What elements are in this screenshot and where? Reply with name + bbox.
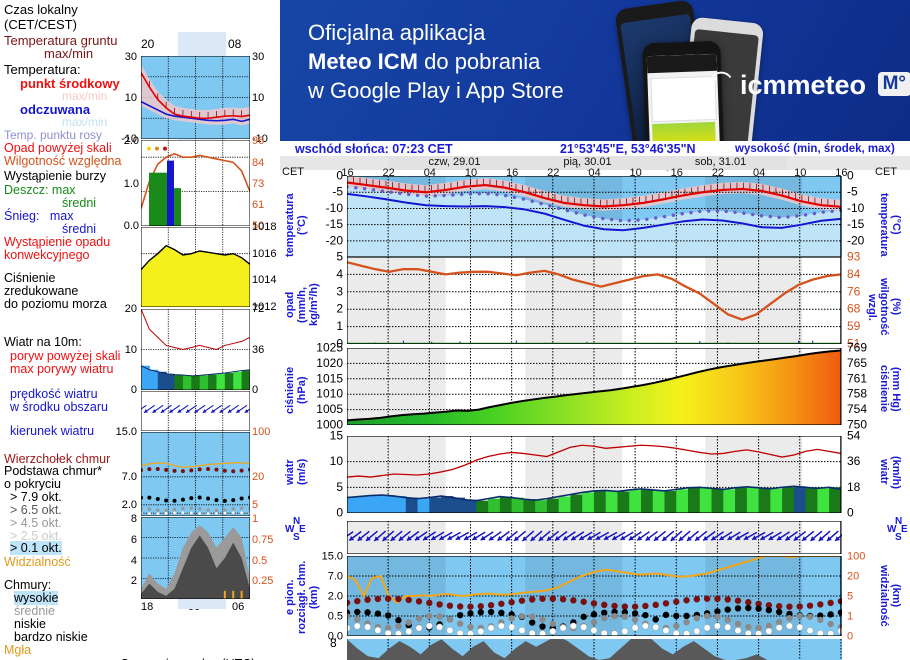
svg-text:54: 54 bbox=[847, 429, 861, 443]
svg-text:769: 769 bbox=[847, 341, 867, 355]
svg-text:18: 18 bbox=[847, 480, 861, 494]
svg-text:765: 765 bbox=[847, 356, 867, 370]
svg-text:1025: 1025 bbox=[316, 341, 343, 355]
svg-text:-15: -15 bbox=[847, 217, 865, 231]
svg-text:4: 4 bbox=[336, 267, 343, 281]
svg-text:3: 3 bbox=[336, 284, 343, 298]
svg-text:20: 20 bbox=[847, 571, 859, 583]
svg-text:761: 761 bbox=[847, 371, 867, 385]
svg-text:7.0: 7.0 bbox=[328, 571, 343, 583]
svg-text:1020: 1020 bbox=[316, 356, 343, 370]
svg-text:76: 76 bbox=[847, 284, 861, 298]
svg-text:-10: -10 bbox=[847, 201, 865, 215]
svg-text:100: 100 bbox=[847, 551, 865, 563]
svg-text:15: 15 bbox=[330, 429, 344, 443]
svg-text:-20: -20 bbox=[326, 233, 344, 247]
svg-text:754: 754 bbox=[847, 402, 867, 416]
svg-text:-20: -20 bbox=[847, 233, 865, 247]
svg-text:-15: -15 bbox=[326, 217, 344, 231]
svg-text:0: 0 bbox=[847, 169, 854, 183]
svg-text:5: 5 bbox=[336, 480, 343, 494]
svg-text:1015: 1015 bbox=[316, 371, 343, 385]
svg-text:2.0: 2.0 bbox=[328, 591, 343, 603]
svg-text:0.5: 0.5 bbox=[328, 611, 343, 623]
svg-text:5: 5 bbox=[847, 591, 853, 603]
svg-text:5: 5 bbox=[336, 250, 343, 264]
svg-text:0: 0 bbox=[336, 506, 343, 520]
svg-text:1: 1 bbox=[336, 319, 343, 333]
svg-text:1010: 1010 bbox=[316, 387, 343, 401]
svg-text:36: 36 bbox=[847, 454, 861, 468]
svg-text:1: 1 bbox=[847, 611, 853, 623]
svg-text:93: 93 bbox=[847, 250, 861, 264]
svg-text:10: 10 bbox=[330, 454, 344, 468]
svg-text:2: 2 bbox=[336, 302, 343, 316]
svg-text:-5: -5 bbox=[847, 185, 858, 199]
svg-text:0: 0 bbox=[336, 169, 343, 183]
svg-text:1005: 1005 bbox=[316, 402, 343, 416]
svg-text:84: 84 bbox=[847, 267, 861, 281]
svg-text:59: 59 bbox=[847, 319, 861, 333]
svg-text:-10: -10 bbox=[326, 201, 344, 215]
svg-text:68: 68 bbox=[847, 302, 861, 316]
svg-text:-5: -5 bbox=[332, 185, 343, 199]
svg-text:758: 758 bbox=[847, 387, 867, 401]
svg-text:15.0: 15.0 bbox=[322, 551, 343, 563]
svg-text:0: 0 bbox=[847, 506, 854, 520]
svg-text:0: 0 bbox=[847, 631, 853, 643]
